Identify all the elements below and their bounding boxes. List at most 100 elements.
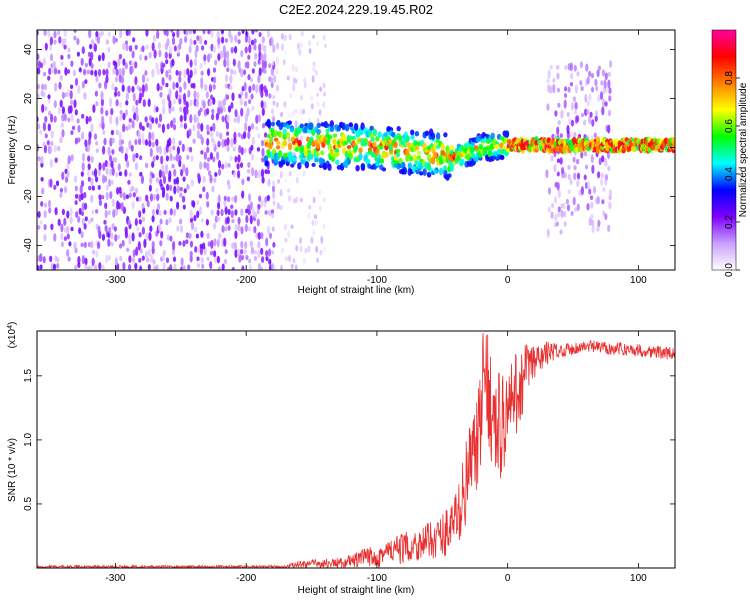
heatmap-cell	[148, 231, 152, 241]
heatmap-cell	[494, 143, 500, 150]
heatmap-cell	[348, 122, 353, 127]
heatmap-cell	[316, 122, 321, 129]
heatmap-cell	[311, 162, 316, 167]
heatmap-cell	[557, 102, 561, 108]
heatmap-cell	[138, 87, 142, 92]
heatmap-cell	[316, 92, 320, 97]
heatmap-cell	[257, 74, 261, 84]
heatmap-cell	[307, 245, 311, 253]
heatmap-cell	[552, 77, 556, 83]
heatmap-cell	[200, 70, 204, 76]
heatmap-cell	[61, 208, 65, 216]
heatmap-cell	[245, 254, 249, 261]
heatmap-cell	[604, 158, 608, 167]
heatmap-cell	[237, 223, 241, 232]
heatmap-cell	[81, 202, 85, 212]
heatmap-cell	[282, 128, 287, 136]
heatmap-cell	[105, 191, 109, 201]
heatmap-cell	[117, 202, 122, 210]
heatmap-cell	[206, 256, 210, 262]
heatmap-cell	[572, 96, 577, 103]
colorbar-label: Normalized spectral amplitude	[738, 82, 749, 217]
heatmap-cell	[563, 211, 567, 218]
heatmap-cell	[221, 225, 225, 233]
heatmap-cell	[607, 224, 611, 233]
heatmap-cell	[86, 168, 91, 178]
heatmap-cell	[202, 242, 206, 250]
heatmap-cell	[250, 39, 255, 46]
heatmap-cell	[221, 163, 225, 170]
heatmap-cell	[98, 162, 102, 171]
heatmap-cell	[449, 145, 455, 151]
heatmap-cell	[248, 193, 252, 202]
heatmap-cell	[257, 203, 261, 210]
heatmap-cell	[173, 208, 177, 217]
heatmap-cell	[199, 62, 203, 69]
heatmap-cell	[155, 187, 159, 193]
heatmap-cell	[360, 163, 366, 169]
heatmap-cell	[231, 218, 235, 224]
heatmap-cell	[135, 114, 139, 122]
heatmap-cell	[240, 90, 244, 96]
heatmap-cell	[260, 139, 265, 147]
heatmap-cell	[247, 226, 251, 231]
heatmap-cell	[585, 63, 589, 72]
heatmap-cell	[131, 185, 135, 192]
heatmap-cell	[139, 54, 143, 61]
heatmap-cell	[107, 31, 111, 37]
heatmap-cell	[556, 72, 560, 80]
heatmap-cell	[230, 46, 234, 54]
heatmap-cell	[169, 153, 173, 162]
heatmap-cell	[112, 208, 116, 218]
heatmap-cell	[230, 204, 234, 210]
heatmap-cell	[145, 30, 149, 37]
heatmap-cell	[139, 155, 143, 160]
heatmap-cell	[203, 161, 207, 169]
heatmap-cell	[279, 171, 283, 179]
heatmap-cell	[43, 202, 48, 208]
heatmap-cell	[257, 58, 261, 65]
heatmap-cell	[138, 232, 142, 238]
heatmap-cell	[221, 138, 225, 148]
heatmap-cell	[359, 130, 364, 136]
heatmap-cell	[311, 219, 315, 226]
heatmap-cell	[221, 115, 225, 123]
heatmap-cell	[320, 150, 325, 156]
heatmap-cell	[233, 117, 237, 123]
heatmap-cell	[226, 114, 230, 123]
heatmap-cell	[299, 108, 303, 116]
heatmap-cell	[205, 191, 209, 200]
heatmap-cell	[275, 56, 279, 64]
heatmap-cell	[37, 93, 40, 100]
heatmap-cell	[212, 45, 216, 53]
heatmap-cell	[75, 211, 79, 218]
heatmap-cell	[553, 196, 558, 204]
heatmap-cell	[157, 123, 161, 128]
heatmap-cell	[43, 144, 48, 154]
heatmap-cell	[170, 30, 174, 33]
heatmap-cell	[150, 253, 154, 263]
heatmap-cell	[173, 156, 177, 161]
heatmap-cell	[108, 154, 113, 162]
heatmap-cell	[54, 207, 58, 216]
heatmap-cell	[563, 171, 567, 179]
heatmap-cell	[596, 225, 600, 232]
heatmap-cell	[233, 69, 237, 75]
heatmap-cell	[131, 200, 135, 210]
heatmap-cell	[335, 159, 340, 166]
heatmap-cell	[143, 238, 147, 249]
heatmap-cell	[200, 230, 204, 238]
heatmap-cell	[569, 81, 574, 87]
heatmap-cell	[102, 68, 106, 76]
heatmap-cell	[162, 62, 166, 68]
heatmap-cell	[168, 88, 172, 98]
heatmap-cell	[264, 169, 268, 174]
heatmap-cell	[222, 45, 226, 55]
x-tick-label: 100	[630, 573, 647, 584]
heatmap-cell	[261, 122, 266, 129]
heatmap-cell	[151, 141, 155, 148]
heatmap-cell	[56, 257, 60, 263]
heatmap-cell	[574, 109, 578, 115]
heatmap-cell	[482, 148, 488, 156]
